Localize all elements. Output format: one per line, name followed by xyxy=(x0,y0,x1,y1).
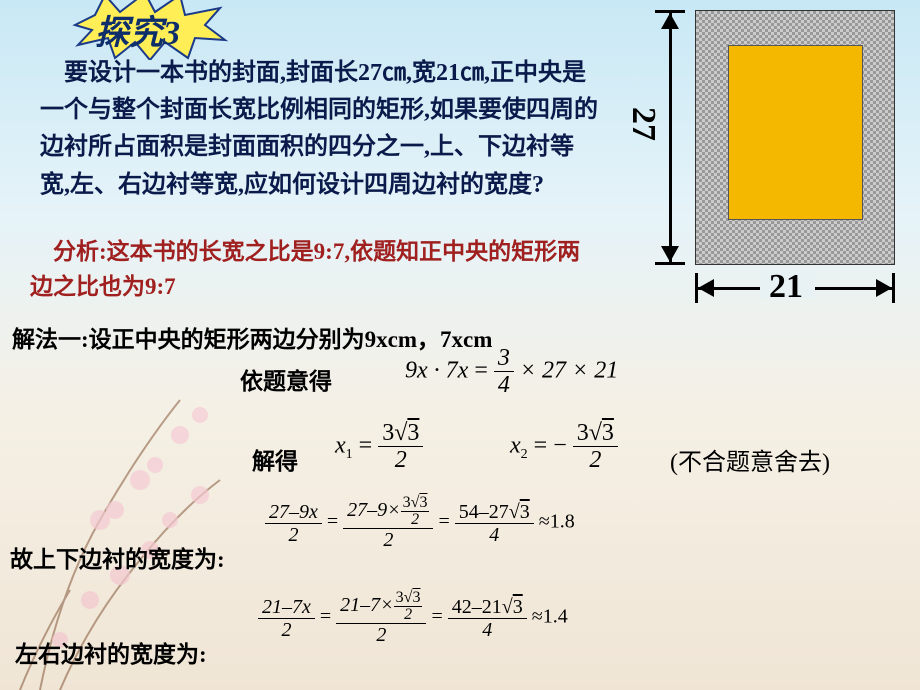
badge-title: 探究3 xyxy=(95,5,180,54)
solution-x1: x1 = 3√32 xyxy=(335,420,423,474)
equation-label: 依题意得 xyxy=(240,362,332,396)
book-diagram: 27 21 xyxy=(640,5,900,315)
analysis-text: 分析:这本书的长宽之比是9:7,依题知正中央的矩形两边之比也为9:7 xyxy=(30,235,590,304)
reject-note: (不合题意舍去) xyxy=(670,442,830,477)
book-cover-inner xyxy=(728,45,863,220)
top-border-label: 故上下边衬的宽度为: xyxy=(10,540,225,574)
eq-tail: × 27 × 21 xyxy=(520,357,618,383)
problem-text: 要设计一本书的封面,封面长27㎝,宽21㎝,正中央是一个与整个封面长宽比例相同的… xyxy=(40,55,600,204)
width-label: 21 xyxy=(765,268,807,306)
left-border-equation: 21–7x2 = 21–7×3√32 2 = 42–21√34 ≈1.4 xyxy=(258,590,568,646)
left-border-label: 左右边衬的宽度为: xyxy=(15,635,207,669)
main-equation: 9x · 7x = 34 × 27 × 21 xyxy=(405,345,618,399)
solve-label: 解得 xyxy=(252,442,298,476)
solution-x2: x2 = − 3√32 xyxy=(510,420,618,474)
height-label: 27 xyxy=(624,107,662,141)
top-border-equation: 27–9x2 = 27–9×3√32 2 = 54–27√34 ≈1.8 xyxy=(265,495,575,551)
eq-lhs: 9x · 7x xyxy=(405,357,468,383)
